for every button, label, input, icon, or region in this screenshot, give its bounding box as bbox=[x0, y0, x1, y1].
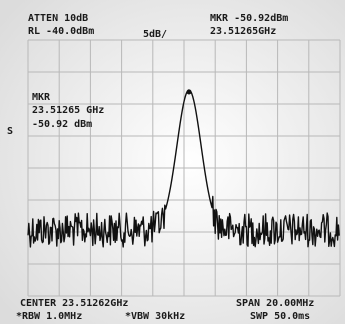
sweep: SWP 50.0ms bbox=[250, 311, 310, 322]
vbw: *VBW 30kHz bbox=[125, 311, 185, 322]
side-label: S bbox=[7, 126, 13, 137]
page: {"header": {"atten": "ATTEN 10dB", "ref_… bbox=[0, 0, 345, 324]
scale: 5dB/ bbox=[143, 29, 167, 40]
center: CENTER 23.51262GHz bbox=[20, 298, 128, 309]
atten: ATTEN 10dB bbox=[28, 13, 88, 24]
rbw: *RBW 1.0MHz bbox=[16, 311, 82, 322]
marker-box-level: -50.92 dBm bbox=[32, 119, 92, 130]
ref-level: RL -40.0dBm bbox=[28, 26, 94, 37]
background bbox=[0, 0, 345, 324]
marker-dot bbox=[187, 90, 192, 95]
marker-box-freq: 23.51265 GHz bbox=[32, 105, 104, 116]
marker-title: MKR bbox=[32, 92, 51, 103]
marker-label: MKR -50.92dBm bbox=[210, 13, 288, 24]
span: SPAN 20.00MHz bbox=[236, 298, 314, 309]
analyzer-screen: ATTEN 10dB RL -40.0dBm 5dB/ MKR -50.92dB… bbox=[0, 0, 345, 324]
marker-freq: 23.51265GHz bbox=[210, 26, 276, 37]
